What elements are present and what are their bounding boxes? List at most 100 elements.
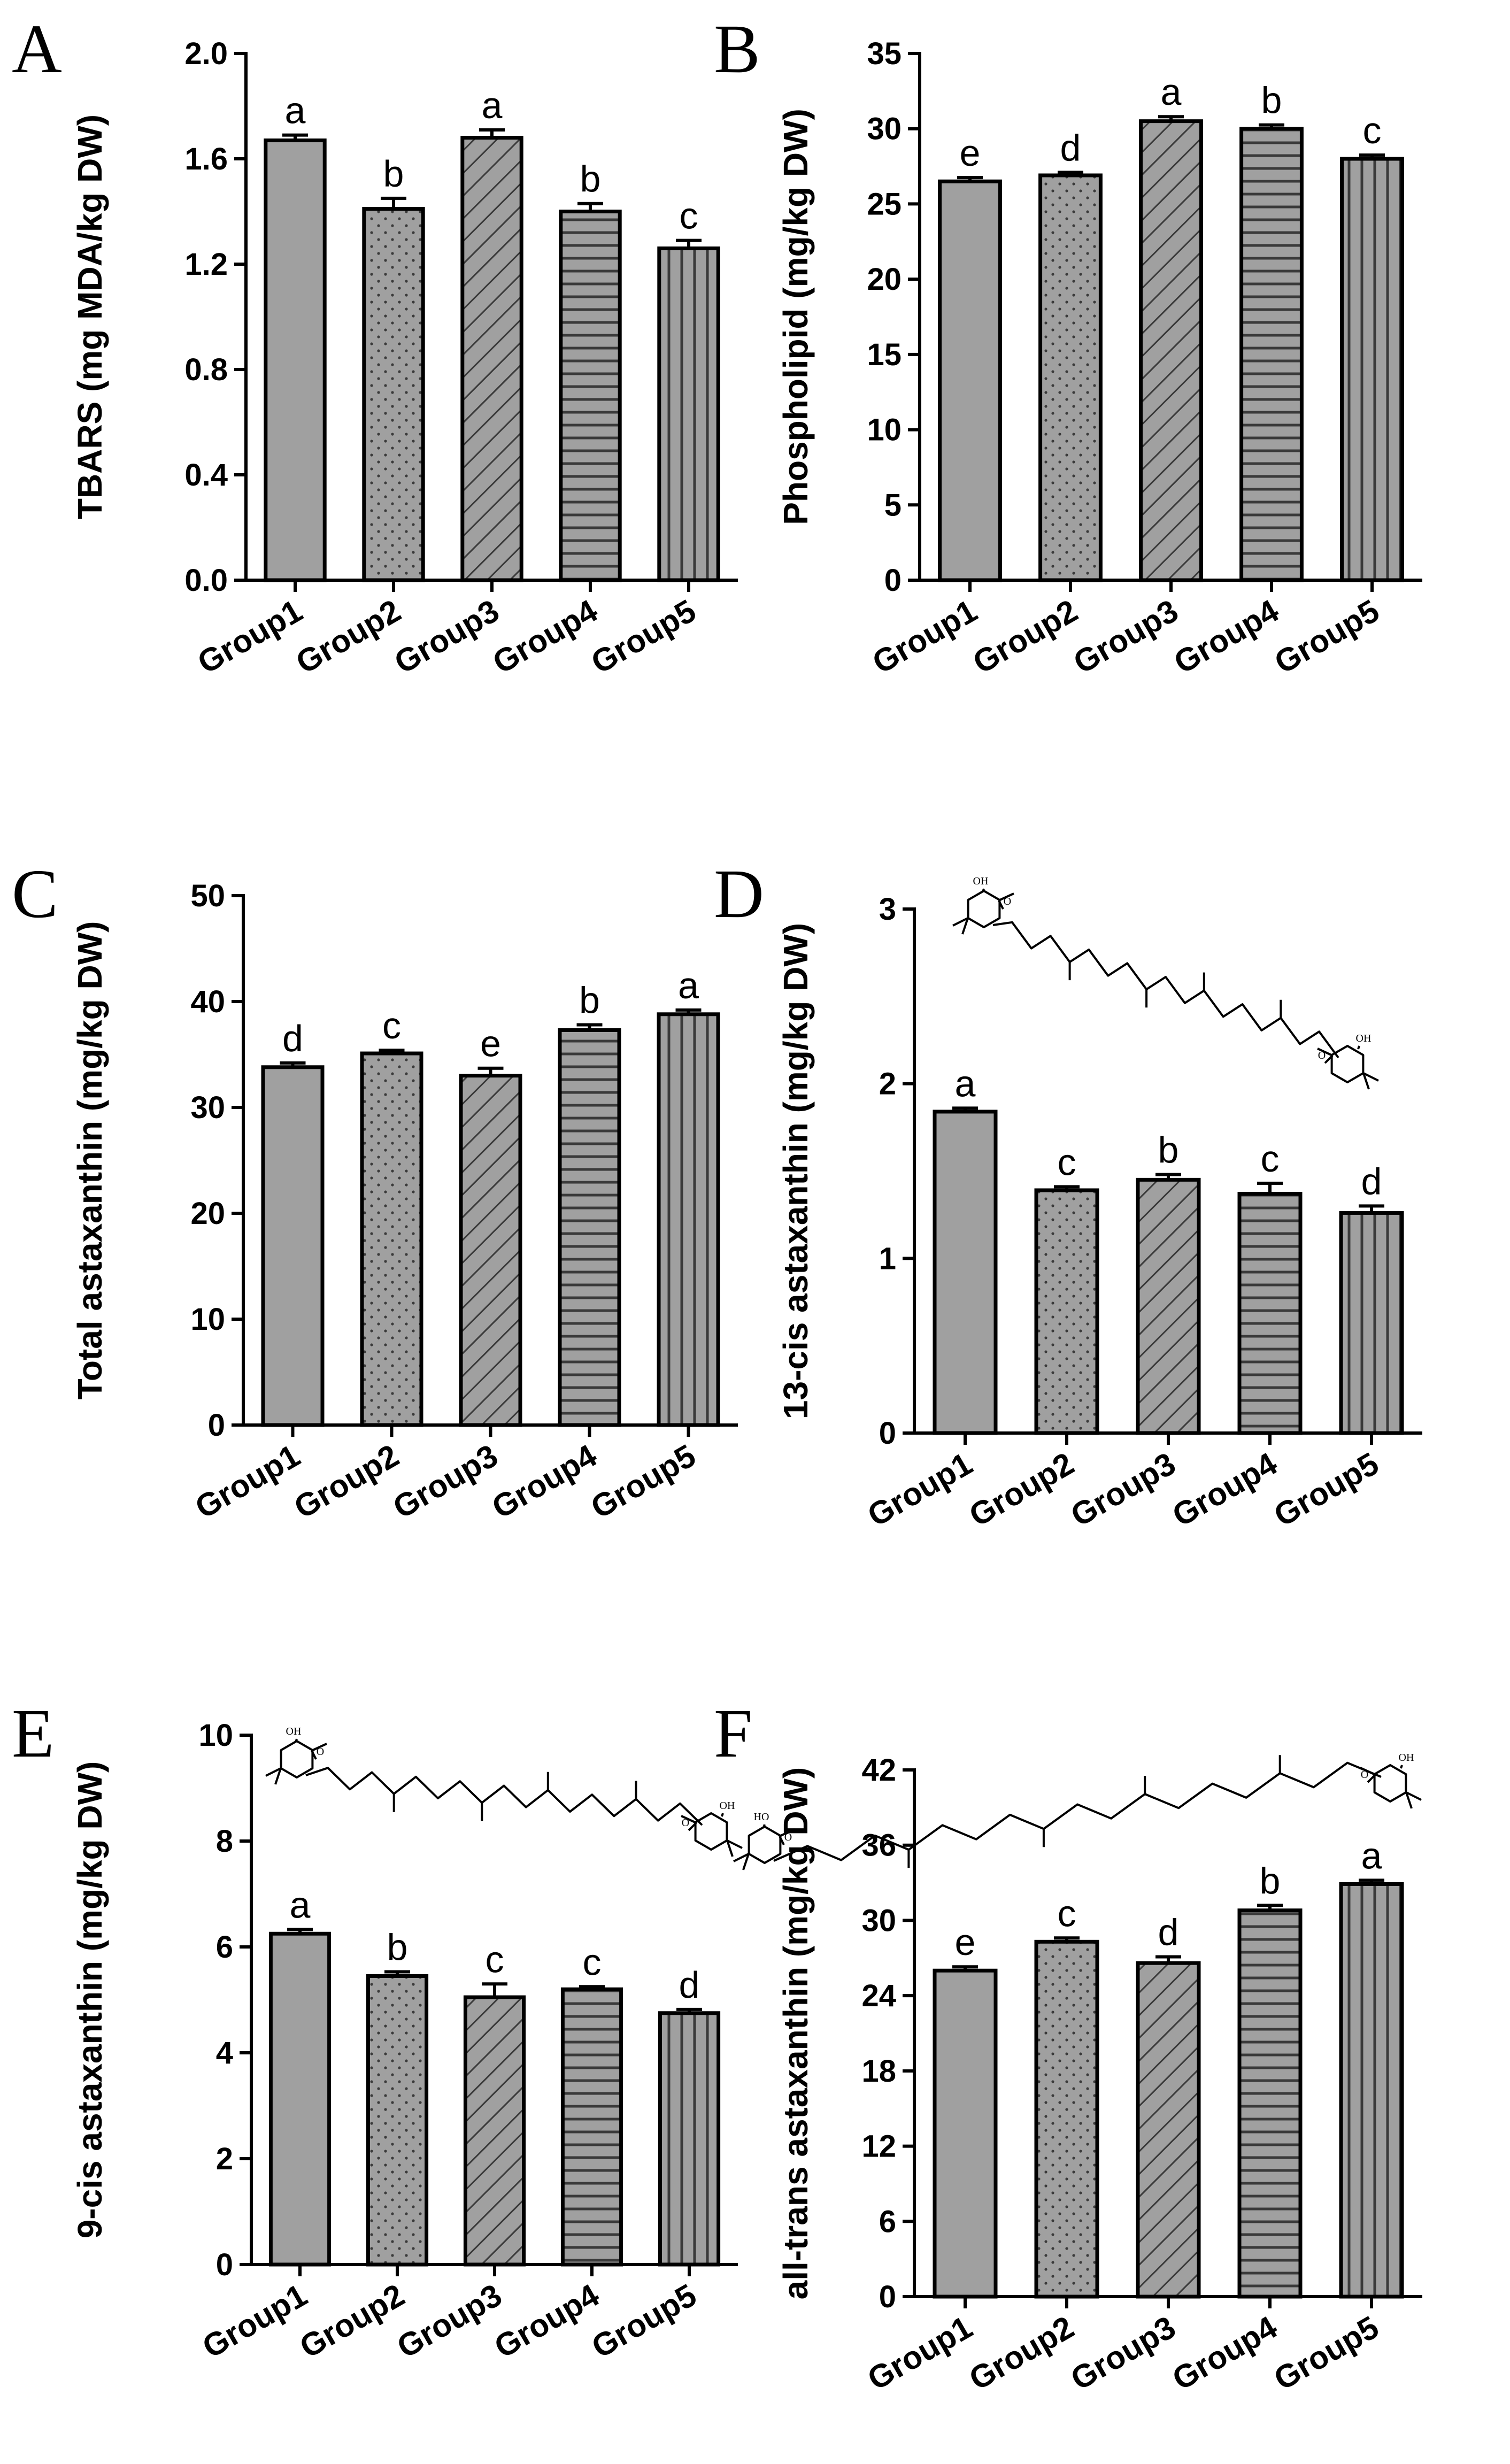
error-bar — [676, 238, 702, 249]
y-tick-label: 20 — [190, 1196, 225, 1231]
x-tick-label: Group1 — [861, 2309, 978, 2397]
molecule-atom-label: O — [1361, 1769, 1368, 1781]
molecule-bond-3 — [1400, 1765, 1403, 1769]
molecule-bond-3 — [1357, 1045, 1360, 1050]
x-tick-label: Group2 — [963, 1445, 1080, 1534]
x-tick-label: Group2 — [963, 2309, 1080, 2397]
x-tick-label: Group5 — [585, 2277, 702, 2365]
error-bar — [1359, 1204, 1384, 1213]
astaxanthin-structure: OH O O OH — [952, 875, 1379, 1090]
significance-letter: a — [285, 90, 306, 132]
x-tick-label: Group2 — [288, 1437, 405, 1526]
error-bar — [1054, 1185, 1080, 1190]
molecule-atom-label: OH — [286, 1726, 302, 1737]
molecule-left-ring — [967, 890, 1001, 928]
panel-letter: C — [12, 856, 58, 933]
y-tick-label: 25 — [867, 187, 902, 221]
bar-group5 — [1339, 1882, 1404, 2299]
bar-group4 — [559, 210, 622, 582]
significance-letter: b — [1260, 1860, 1281, 1901]
error-bar — [1158, 115, 1184, 121]
significance-letter: a — [1361, 1835, 1382, 1876]
error-bar — [1155, 1955, 1181, 1964]
bar-group3 — [1136, 1177, 1201, 1435]
significance-letter: d — [1158, 1911, 1179, 1953]
y-tick-label: 2.0 — [184, 36, 228, 71]
astaxanthin-structure: OH O O OH — [265, 1726, 743, 1857]
bar-group2 — [1034, 1188, 1099, 1435]
molecule-atom-label: OH — [1356, 1033, 1372, 1044]
molecule-chain-methyls — [1068, 962, 1282, 1018]
bar-group4 — [1239, 127, 1304, 582]
y-tick-label: 36 — [861, 1828, 896, 1863]
molecule-atom-label: O — [317, 1746, 324, 1758]
y-tick-label: 6 — [879, 2204, 896, 2239]
panel-c: C Total astaxanthin (mg/kg DW) 0 10 20 30 40 50… — [12, 856, 738, 1526]
significance-letter: a — [482, 84, 503, 126]
error-bar — [1257, 1181, 1283, 1194]
bar-group1 — [261, 1065, 325, 1427]
panel-letter: F — [714, 1695, 752, 1772]
bar-group5 — [657, 1012, 720, 1427]
significance-letter: a — [678, 965, 699, 1006]
error-bar — [1054, 1936, 1080, 1942]
y-tick-label: 0.0 — [184, 563, 228, 598]
molecule-chain-methyls — [907, 1755, 1281, 1868]
bar-group5 — [658, 2011, 721, 2267]
panel-e: E 9-cis astaxanthin (mg/kg DW) 0 2 4 6 8 10 a Gro… — [12, 1695, 743, 2365]
x-tick-label: Group3 — [1065, 2309, 1181, 2397]
error-bar — [1359, 153, 1385, 159]
bar-group1 — [938, 179, 1002, 582]
molecule-polyene-chain — [305, 1767, 703, 1826]
molecule-left-ring — [748, 1826, 782, 1864]
x-tick-label: Group3 — [1067, 592, 1184, 681]
panel-letter: D — [714, 856, 764, 933]
x-tick-label: Group3 — [391, 2277, 507, 2365]
y-tick-label: 10 — [198, 1718, 233, 1753]
error-bar — [379, 1049, 405, 1054]
x-tick-label: Group3 — [1065, 1445, 1181, 1534]
molecule-bond-1 — [779, 1836, 785, 1845]
bar-group2 — [360, 1051, 423, 1427]
significance-letter: b — [580, 158, 601, 200]
molecule-atom-label: O — [1318, 1050, 1326, 1061]
y-tick-label: 0.4 — [184, 458, 228, 492]
bar-group4 — [1237, 1191, 1303, 1435]
molecule-chain-methyls — [392, 1772, 637, 1821]
bar-group2 — [1038, 173, 1103, 582]
y-tick-label: 15 — [867, 337, 902, 372]
panel-b: B Phospholipid (mg/kg DW) 0 5 10 15 20 25 30 35 e G… — [714, 11, 1422, 681]
error-bar — [577, 202, 603, 212]
bar-group2 — [362, 207, 425, 582]
molecule-bond-1 — [311, 1750, 317, 1760]
x-tick-label: Group1 — [196, 2277, 313, 2365]
y-tick-label: 35 — [867, 36, 902, 71]
error-bar — [957, 176, 983, 182]
significance-letter: b — [1158, 1129, 1179, 1171]
bar-group5 — [1340, 157, 1404, 582]
bar-group3 — [460, 136, 523, 582]
y-axis-label: Phospholipid (mg/kg DW) — [776, 109, 815, 525]
significance-letter: d — [1060, 127, 1081, 168]
x-tick-label: Group4 — [486, 1437, 603, 1526]
molecule-bond-0 — [295, 1738, 298, 1743]
bar-group3 — [463, 1995, 526, 2267]
y-axis-label: Total astaxanthin (mg/kg DW) — [71, 921, 109, 1400]
error-bar — [1257, 1904, 1283, 1911]
significance-letter: a — [290, 1884, 311, 1926]
molecule-bond-0 — [762, 1824, 766, 1828]
molecule-bond-1 — [998, 900, 1004, 910]
molecule-atom-label: O — [682, 1817, 689, 1829]
significance-letter: c — [1058, 1892, 1076, 1934]
y-tick-label: 1.2 — [184, 247, 228, 282]
molecule-right-ring — [694, 1812, 728, 1851]
error-bar — [280, 1061, 306, 1067]
molecule-bond-2 — [1367, 1774, 1376, 1783]
error-bar — [1259, 123, 1284, 129]
x-tick-label: Group2 — [290, 592, 406, 681]
molecule-methyls — [952, 892, 1379, 1090]
y-tick-label: 1.6 — [184, 142, 228, 176]
x-tick-label: Group4 — [488, 2277, 605, 2365]
